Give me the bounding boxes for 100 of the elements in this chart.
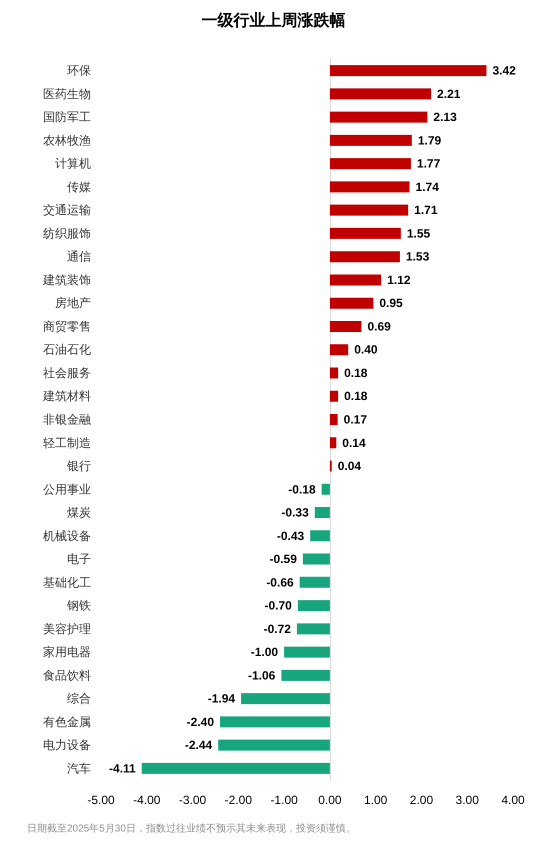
bar xyxy=(330,390,338,402)
data-label: 0.95 xyxy=(379,296,404,310)
bar xyxy=(330,134,412,146)
data-label: -1.06 xyxy=(248,668,276,682)
data-label: 1.55 xyxy=(406,226,431,240)
x-tick-label: 1.00 xyxy=(364,793,388,807)
bar xyxy=(330,158,411,170)
data-label: -0.59 xyxy=(270,552,298,566)
data-label: 0.69 xyxy=(367,319,392,334)
x-tick-label: -3.00 xyxy=(178,793,207,807)
data-label: -0.66 xyxy=(266,575,294,590)
y-tick-label: 综合 xyxy=(67,692,91,706)
y-tick-label: 电力设备 xyxy=(43,738,91,752)
data-label: -0.18 xyxy=(288,482,316,496)
bar xyxy=(330,344,348,356)
bar xyxy=(322,484,330,495)
y-tick-label: 通信 xyxy=(67,250,91,264)
data-label: -0.43 xyxy=(276,528,305,543)
bar xyxy=(302,554,330,565)
y-tick-label: 美容护理 xyxy=(43,622,91,636)
data-label: 0.14 xyxy=(342,436,366,450)
y-tick-label: 国防军工 xyxy=(43,110,91,124)
bar xyxy=(218,740,330,751)
y-tick-label: 电子 xyxy=(67,552,91,566)
y-tick-label: 轻工制造 xyxy=(43,436,91,450)
data-label: -1.00 xyxy=(250,645,278,660)
x-tick-label: 2.00 xyxy=(410,793,434,807)
data-label: 3.42 xyxy=(492,64,516,78)
bar xyxy=(330,65,486,76)
y-tick-label: 公用事业 xyxy=(43,482,91,496)
data-label: -0.70 xyxy=(264,598,292,613)
y-tick-label: 基础化工 xyxy=(43,575,91,590)
y-tick-label: 传媒 xyxy=(67,180,91,194)
bar xyxy=(330,437,336,448)
data-label: 2.13 xyxy=(433,110,458,124)
data-label: -4.11 xyxy=(109,761,136,776)
data-label: -2.44 xyxy=(184,738,213,752)
bar xyxy=(330,367,338,378)
x-tick-label: 0.00 xyxy=(318,793,342,807)
text: 日期截至2025年5月30日，指数过往业绩不预示其未来表现，投资须谨慎。 xyxy=(27,822,356,834)
x-tick-label: -1.00 xyxy=(270,793,298,807)
bar xyxy=(330,251,400,262)
data-label: 1.74 xyxy=(416,180,440,194)
x-tick-label: 4.00 xyxy=(501,793,525,807)
y-tick-label: 建筑材料 xyxy=(42,389,91,404)
y-tick-label: 交通运输 xyxy=(43,203,91,218)
data-label: 1.79 xyxy=(418,133,442,148)
y-tick-label: 钢铁 xyxy=(66,598,91,613)
data-label: 1.71 xyxy=(414,203,438,218)
bar xyxy=(330,274,382,286)
bar xyxy=(300,576,330,588)
bar xyxy=(330,414,338,425)
y-tick-label: 医药生物 xyxy=(43,86,91,101)
bar xyxy=(220,716,330,728)
data-label: 1.77 xyxy=(416,156,441,171)
bar xyxy=(330,228,401,239)
bar xyxy=(241,693,330,704)
y-tick-label: 家用电器 xyxy=(43,645,91,660)
x-tick-label: -2.00 xyxy=(224,793,252,807)
data-label: 0.04 xyxy=(338,459,362,474)
y-tick-label: 煤炭 xyxy=(67,506,91,520)
x-tick-label: -4.00 xyxy=(133,793,161,807)
y-tick-label: 有色金属 xyxy=(43,714,91,729)
y-tick-label: 农林牧渔 xyxy=(43,133,91,148)
bar xyxy=(314,507,330,518)
bar xyxy=(330,204,408,216)
data-label: -0.33 xyxy=(281,506,310,520)
x-tick-label: 3.00 xyxy=(456,793,480,807)
y-tick-label: 石油石化 xyxy=(43,342,91,357)
data-label: 1.53 xyxy=(406,250,430,264)
data-label: -0.72 xyxy=(264,622,292,636)
bar xyxy=(296,623,330,634)
y-tick-label: 纺织服饰 xyxy=(43,226,91,240)
data-label: 0.18 xyxy=(344,366,368,380)
y-tick-label: 商贸零售 xyxy=(43,319,91,334)
bar xyxy=(142,762,330,774)
data-label: 1.12 xyxy=(387,272,411,287)
y-tick-label: 房地产 xyxy=(55,296,91,310)
bar xyxy=(298,600,330,612)
y-tick-label: 汽车 xyxy=(67,761,91,776)
data-label: -1.94 xyxy=(208,692,236,706)
data-label: -2.40 xyxy=(186,714,214,729)
y-tick-label: 社会服务 xyxy=(43,366,91,380)
bar xyxy=(330,181,410,192)
bar xyxy=(330,88,432,100)
y-tick-label: 环保 xyxy=(67,64,91,78)
bar xyxy=(281,670,330,681)
y-tick-label: 计算机 xyxy=(55,156,91,171)
y-tick-label: 建筑装饰 xyxy=(42,272,91,287)
x-tick-label: -5.00 xyxy=(87,793,115,807)
data-label: 0.17 xyxy=(344,412,368,426)
y-tick-label: 食品饮料 xyxy=(43,668,91,682)
data-label: 0.18 xyxy=(344,389,368,404)
bar xyxy=(284,646,330,658)
y-tick-label: 机械设备 xyxy=(43,528,91,543)
data-label: 2.21 xyxy=(437,86,461,101)
chart-title: 一级行业上周涨跌幅 xyxy=(202,12,346,30)
bar xyxy=(330,298,374,309)
y-tick-label: 银行 xyxy=(66,459,91,474)
bar xyxy=(330,320,362,332)
